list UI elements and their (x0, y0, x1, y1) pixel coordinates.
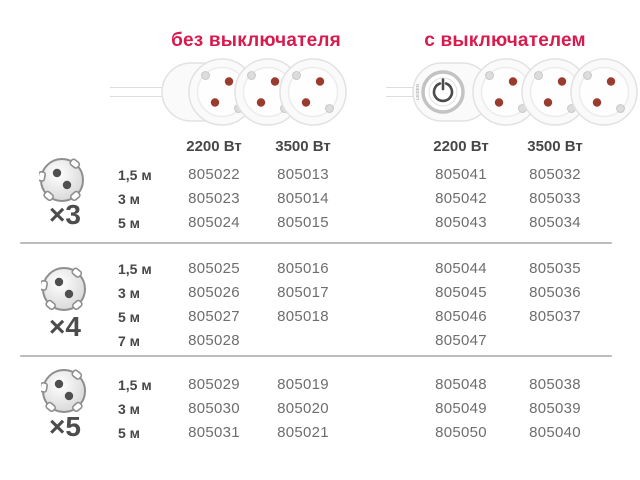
article-code: 805025 (188, 260, 240, 277)
article-code: 805014 (277, 190, 329, 207)
article-code: 805045 (435, 284, 487, 301)
table-row: 7 м 805028 805047 (0, 330, 640, 352)
article-code: 805016 (277, 260, 329, 277)
table-row: 3 м 805030 805020 805049 805039 (0, 398, 640, 420)
article-code: 805050 (435, 424, 487, 441)
watt-header: 3500 Вт (275, 138, 331, 155)
article-code: 805017 (277, 284, 329, 301)
article-code: 805042 (435, 190, 487, 207)
article-code: 805020 (277, 400, 329, 417)
article-code: 805032 (529, 166, 581, 183)
article-code: 805018 (277, 308, 329, 325)
power-strip-without-switch-image (110, 58, 347, 126)
length-label: 3 м (118, 285, 141, 301)
table-row: 5 м 805031 805021 805050 805040 (0, 422, 640, 444)
article-code: 805019 (277, 376, 329, 393)
article-code: 805049 (435, 400, 487, 417)
article-code: 805030 (188, 400, 240, 417)
table-row: 1,5 м 805029 805019 805048 805038 (0, 374, 640, 396)
article-code: 805029 (188, 376, 240, 393)
multiplier-label: ×5 (49, 411, 81, 442)
table-row: 1,5 м 805025 805016 805044 805035 (0, 258, 640, 280)
length-label: 3 м (118, 401, 141, 417)
multiplier-label: ×4 (49, 311, 81, 342)
watt-header: 2200 Вт (186, 138, 242, 155)
article-code: 805041 (435, 166, 487, 183)
watt-header: 2200 Вт (433, 138, 489, 155)
article-code: 805028 (188, 332, 240, 349)
section-title-without-switch: без выключателя (171, 30, 341, 51)
group-divider (20, 355, 612, 357)
article-code: 805037 (529, 308, 581, 325)
article-code: 805034 (529, 214, 581, 231)
watt-header: 3500 Вт (527, 138, 583, 155)
length-label: 5 м (118, 215, 141, 231)
article-code: 805040 (529, 424, 581, 441)
socket-icon (570, 58, 638, 126)
length-label: 3 м (118, 191, 141, 207)
article-code: 805048 (435, 376, 487, 393)
length-label: 7 м (118, 333, 141, 349)
article-code: 805031 (188, 424, 240, 441)
table-row: 3 м 805023 805014 805042 805033 (0, 188, 640, 210)
article-code: 805039 (529, 400, 581, 417)
length-label: 5 м (118, 309, 141, 325)
article-code: 805036 (529, 284, 581, 301)
group-divider (20, 242, 612, 244)
article-code: 805026 (188, 284, 240, 301)
length-label: 1,5 м (118, 377, 152, 393)
article-code: 805021 (277, 424, 329, 441)
article-code: 805033 (529, 190, 581, 207)
article-code: 805027 (188, 308, 240, 325)
article-code: 805038 (529, 376, 581, 393)
power-strip-with-switch-image: LEIDEN (386, 58, 638, 126)
article-code: 805043 (435, 214, 487, 231)
article-code: 805024 (188, 214, 240, 231)
section-title-with-switch: с выключателем (424, 30, 586, 51)
table-row: 1,5 м 805022 805013 805041 805032 (0, 164, 640, 186)
multiplier-label: ×3 (49, 199, 81, 230)
length-label: 1,5 м (118, 167, 152, 183)
table-row: 5 м 805027 805018 805046 805037 (0, 306, 640, 328)
article-code: 805047 (435, 332, 487, 349)
article-code: 805015 (277, 214, 329, 231)
article-code: 805013 (277, 166, 329, 183)
socket-icon (279, 58, 347, 126)
table-row: 5 м 805024 805015 805043 805034 (0, 212, 640, 234)
article-code: 805046 (435, 308, 487, 325)
article-code: 805044 (435, 260, 487, 277)
power-button-icon (421, 70, 465, 114)
table-row: 3 м 805026 805017 805045 805036 (0, 282, 640, 304)
article-code: 805022 (188, 166, 240, 183)
length-label: 1,5 м (118, 261, 152, 277)
article-code: 805023 (188, 190, 240, 207)
brand-text: LEIDEN (415, 84, 420, 100)
article-code: 805035 (529, 260, 581, 277)
length-label: 5 м (118, 425, 141, 441)
